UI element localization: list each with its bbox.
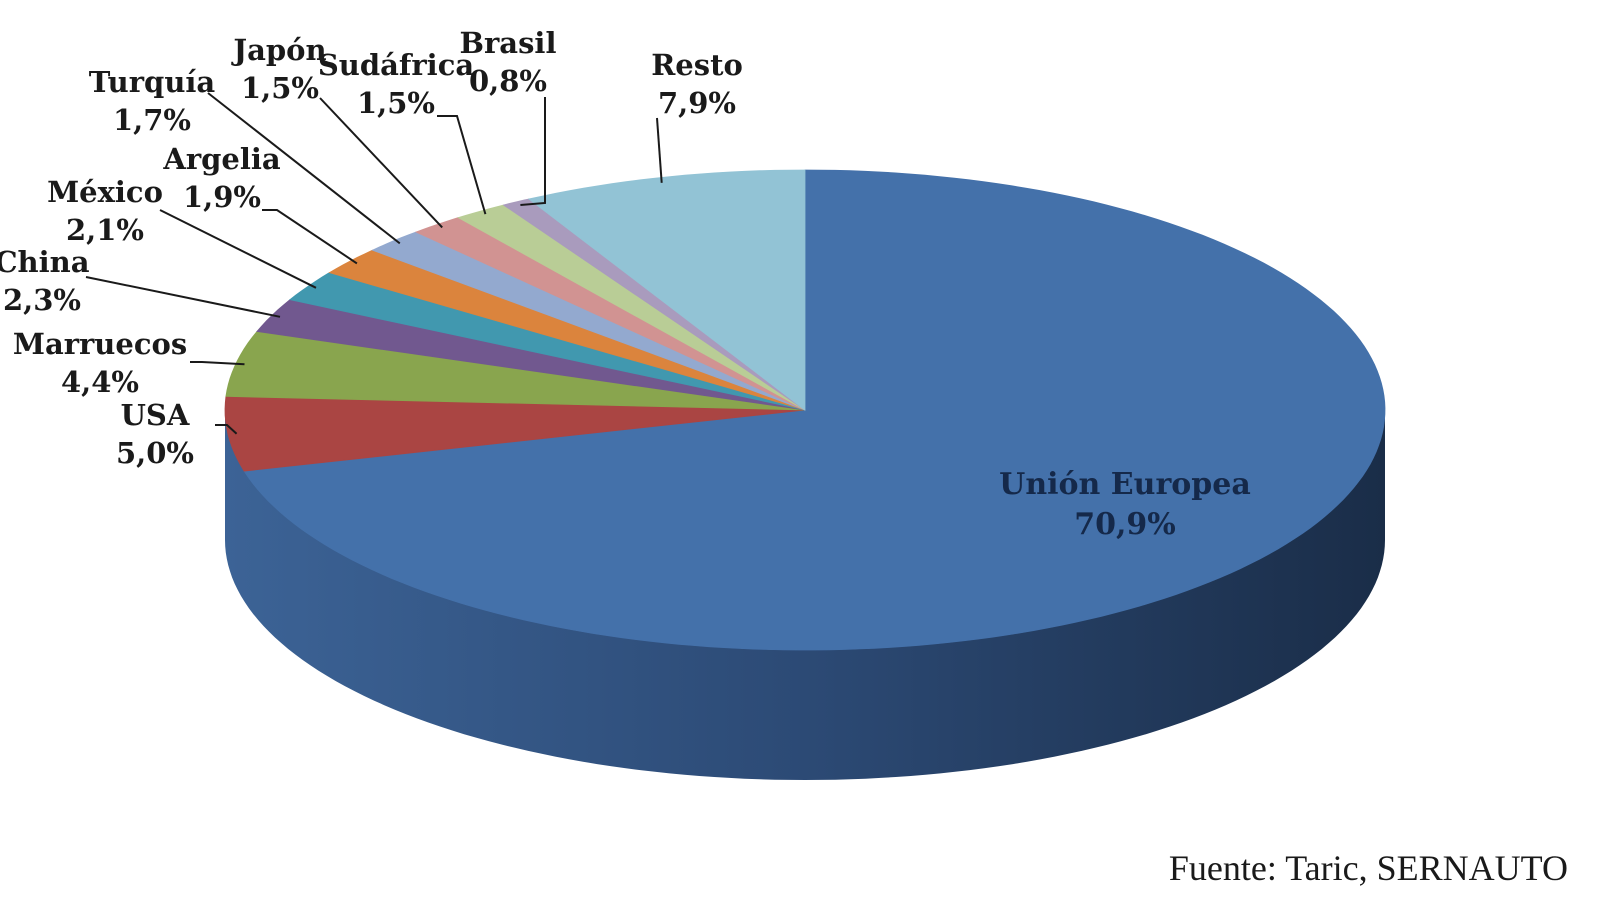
slice-value-argelia: 1,9% — [183, 180, 261, 214]
pie-slice-sudafrica — [457, 204, 806, 411]
leader-line-china — [85, 276, 281, 318]
pie-slices-layer — [224, 169, 1386, 651]
pie-side-layer — [225, 410, 1385, 780]
slice-value-mexico: 2,1% — [66, 213, 144, 247]
slice-value-china: 2,3% — [3, 283, 81, 317]
slice-value-marruecos: 4,4% — [61, 365, 139, 399]
slice-label-usa: USA — [121, 398, 190, 432]
pie-slice-turquia — [371, 231, 806, 411]
pie-slice-resto — [527, 169, 806, 411]
leader-line-marruecos — [190, 361, 245, 366]
leader-line-sudafrica — [437, 115, 487, 215]
pie-slice-union-europea — [243, 169, 1386, 651]
slice-label-argelia: Argelia — [162, 142, 281, 176]
pie-slice-argelia — [328, 249, 806, 411]
pie-side-wall — [225, 410, 1385, 780]
source-note: Fuente: Taric, SERNAUTO — [1169, 848, 1568, 888]
slice-label-resto: Resto — [651, 48, 743, 82]
slice-value-japon: 1,5% — [241, 71, 319, 105]
slice-value-turquia: 1,7% — [113, 103, 191, 137]
slice-labels-layer: Unión Europea 70,9% USA 5,0% Marruecos 4,4% Ch… — [0, 26, 1251, 542]
slice-label-china: China — [0, 245, 90, 279]
slice-value-sudafrica: 1,5% — [357, 86, 435, 120]
leader-lines-layer — [85, 92, 663, 435]
slice-label-japon: Japón — [230, 33, 326, 67]
pie-slice-usa — [224, 395, 806, 472]
slice-label-sudafrica: Sudáfrica — [318, 48, 475, 82]
slice-label-marruecos: Marruecos — [13, 327, 187, 361]
slice-value-usa: 5,0% — [116, 436, 194, 470]
slice-value-union-europea: 70,9% — [1074, 507, 1176, 542]
slice-value-resto: 7,9% — [658, 86, 736, 120]
slice-label-union-europea: Unión Europea — [999, 467, 1251, 502]
pie-slice-mexico — [288, 272, 806, 411]
pie-slice-japon — [414, 217, 806, 411]
leader-line-brasil — [520, 97, 546, 206]
leader-line-resto — [656, 117, 663, 183]
slice-value-brasil: 0,8% — [469, 64, 547, 98]
leader-line-turquia — [207, 92, 401, 245]
slice-label-mexico: México — [47, 175, 163, 209]
pie-slice-brasil — [502, 198, 806, 411]
leader-line-japon — [319, 97, 443, 229]
leader-line-mexico — [159, 209, 317, 289]
leader-line-argelia — [262, 209, 358, 265]
slice-label-turquia: Turquía — [89, 65, 216, 99]
leader-line-usa — [215, 424, 238, 435]
slice-label-brasil: Brasil — [460, 26, 557, 60]
